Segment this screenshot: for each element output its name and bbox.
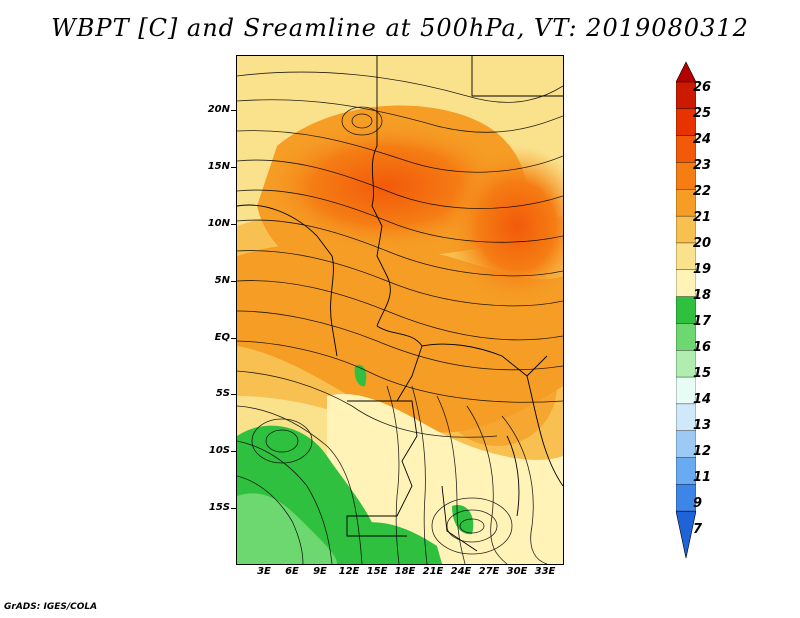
lat-tick bbox=[231, 224, 236, 225]
colorbar-label-9: 9 bbox=[693, 496, 703, 511]
warm-east bbox=[437, 326, 557, 446]
colorbar-label-21: 21 bbox=[693, 210, 712, 225]
lat-label-10s: 10S bbox=[208, 445, 230, 456]
colorbar-label-13: 13 bbox=[693, 418, 712, 433]
lat-label-eq: EQ bbox=[214, 332, 230, 343]
lon-label-30e: 30E bbox=[506, 566, 528, 577]
colorbar-label-23: 23 bbox=[693, 158, 712, 173]
map-panel[interactable] bbox=[236, 55, 564, 565]
lon-label-33e: 33E bbox=[534, 566, 556, 577]
lon-label-27e: 27E bbox=[478, 566, 500, 577]
lat-tick bbox=[231, 394, 236, 395]
borders bbox=[237, 56, 563, 552]
colorbar-label-25: 25 bbox=[693, 106, 712, 121]
lat-label-15s: 15S bbox=[208, 502, 230, 513]
colorbar-label-17: 17 bbox=[693, 314, 712, 329]
green-light-southwest bbox=[237, 493, 337, 564]
lon-label-9e: 9E bbox=[313, 566, 327, 577]
lat-label-15n: 15N bbox=[207, 161, 230, 172]
lat-tick bbox=[231, 338, 236, 339]
colorbar-label-11: 11 bbox=[693, 470, 712, 485]
lat-tick bbox=[231, 110, 236, 111]
colorbar-label-19: 19 bbox=[693, 262, 712, 277]
lon-label-6e: 6E bbox=[285, 566, 299, 577]
colorbar-label-24: 24 bbox=[693, 132, 712, 147]
lon-label-18e: 18E bbox=[394, 566, 416, 577]
lat-label-20n: 20N bbox=[207, 104, 230, 115]
colorbar-label-26: 26 bbox=[693, 80, 712, 95]
colorbar bbox=[676, 61, 696, 559]
colorbar-label-16: 16 bbox=[693, 340, 712, 355]
map-title: WBPT [C] and Sreamline at 500hPa, VT: 20… bbox=[51, 14, 749, 42]
colorbar-label-7: 7 bbox=[693, 522, 703, 537]
lat-label-10n: 10N bbox=[207, 218, 230, 229]
map-canvas bbox=[237, 56, 563, 564]
colorbar-label-20: 20 bbox=[693, 236, 712, 251]
lon-label-3e: 3E bbox=[257, 566, 271, 577]
lon-label-24e: 24E bbox=[450, 566, 472, 577]
hot-core-east bbox=[447, 146, 563, 306]
lon-label-12e: 12E bbox=[338, 566, 360, 577]
colorbar-arrow-top bbox=[676, 61, 696, 83]
colorbar-arrow-bottom bbox=[676, 510, 696, 559]
colorbar-label-12: 12 bbox=[693, 444, 712, 459]
colorbar-label-14: 14 bbox=[693, 392, 712, 407]
lat-tick bbox=[231, 451, 236, 452]
green-patch-2 bbox=[354, 364, 367, 387]
colorbar-label-18: 18 bbox=[693, 288, 712, 303]
lon-label-21e: 21E bbox=[422, 566, 444, 577]
streamlines bbox=[237, 71, 563, 564]
colorbar-label-22: 22 bbox=[693, 184, 712, 199]
lat-tick bbox=[231, 508, 236, 509]
lat-label-5n: 5N bbox=[214, 275, 230, 286]
cool-south bbox=[327, 394, 563, 564]
credit-text: GrADS: IGES/COLA bbox=[4, 602, 98, 612]
colorbar-label-15: 15 bbox=[693, 366, 712, 381]
lon-label-15e: 15E bbox=[366, 566, 388, 577]
green-south bbox=[347, 522, 442, 564]
lat-label-5s: 5S bbox=[215, 388, 230, 399]
lat-tick bbox=[231, 167, 236, 168]
lat-tick bbox=[231, 281, 236, 282]
